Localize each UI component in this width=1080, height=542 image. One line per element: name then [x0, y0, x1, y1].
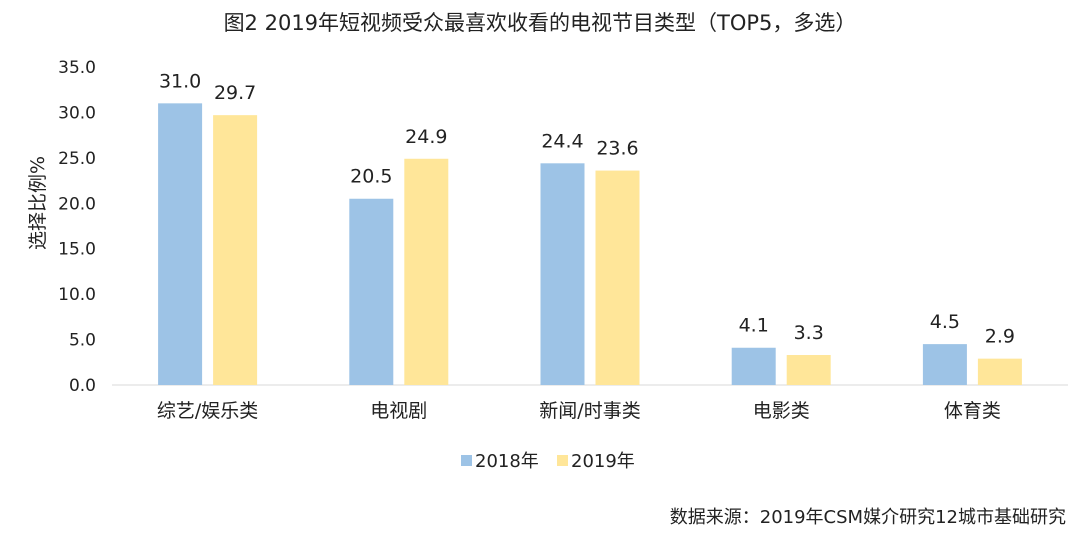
y-tick-label: 35.0 [58, 58, 96, 78]
y-axis-label: 选择比例% [27, 156, 49, 250]
y-tick-label: 5.0 [69, 331, 96, 351]
bar-value-label: 29.7 [214, 82, 256, 104]
value-labels-group: 31.0 29.7 20.5 24.9 24.4 23.6 4.1 3.3 4.5 2.9 [159, 70, 1015, 347]
y-tick-label: 10.0 [58, 285, 96, 305]
bar [540, 163, 585, 385]
bar [731, 347, 776, 385]
legend-swatch [461, 455, 472, 466]
category-labels-group: 综艺/娱乐类 电视剧 新闻/时事类 电影类 体育类 [157, 400, 1001, 422]
bar-value-label: 24.9 [405, 126, 447, 148]
legend: 2018年 2019年 [461, 451, 635, 472]
bar [977, 358, 1022, 385]
y-tick-label: 20.0 [58, 194, 96, 214]
bar [595, 170, 640, 385]
category-label: 新闻/时事类 [539, 400, 640, 422]
y-axis-ticks: 0.0 5.0 10.0 15.0 20.0 25.0 30.0 35.0 [58, 58, 96, 396]
bar-value-label: 20.5 [350, 166, 392, 188]
category-label: 体育类 [944, 400, 1001, 422]
y-tick-label: 30.0 [58, 103, 96, 123]
bar-value-label: 24.4 [541, 130, 583, 152]
y-tick-label: 15.0 [58, 240, 96, 260]
bar [158, 103, 203, 385]
bar-value-label: 23.6 [596, 138, 638, 160]
bars-group [158, 103, 1022, 385]
bar [404, 158, 449, 385]
y-tick-label: 25.0 [58, 149, 96, 169]
category-label: 电视剧 [370, 400, 427, 422]
y-tick-label: 0.0 [69, 376, 96, 396]
bar [786, 355, 831, 385]
chart-title: 图2 2019年短视频受众最喜欢收看的电视节目类型（TOP5，多选） [224, 11, 857, 35]
category-label: 电影类 [753, 400, 810, 422]
bar-value-label: 3.3 [794, 322, 824, 344]
legend-swatch [557, 455, 568, 466]
bar-value-label: 4.1 [739, 315, 769, 337]
legend-label: 2018年 [475, 451, 539, 472]
bar [922, 344, 967, 385]
bar-value-label: 2.9 [985, 326, 1015, 348]
legend-label: 2019年 [571, 451, 635, 472]
bar [349, 198, 394, 385]
source-note: 数据来源：2019年CSM媒介研究12城市基础研究 [670, 507, 1066, 528]
bar-value-label: 4.5 [930, 311, 960, 333]
bar-value-label: 31.0 [159, 70, 201, 92]
category-label: 综艺/娱乐类 [157, 400, 258, 422]
bar [213, 115, 258, 385]
